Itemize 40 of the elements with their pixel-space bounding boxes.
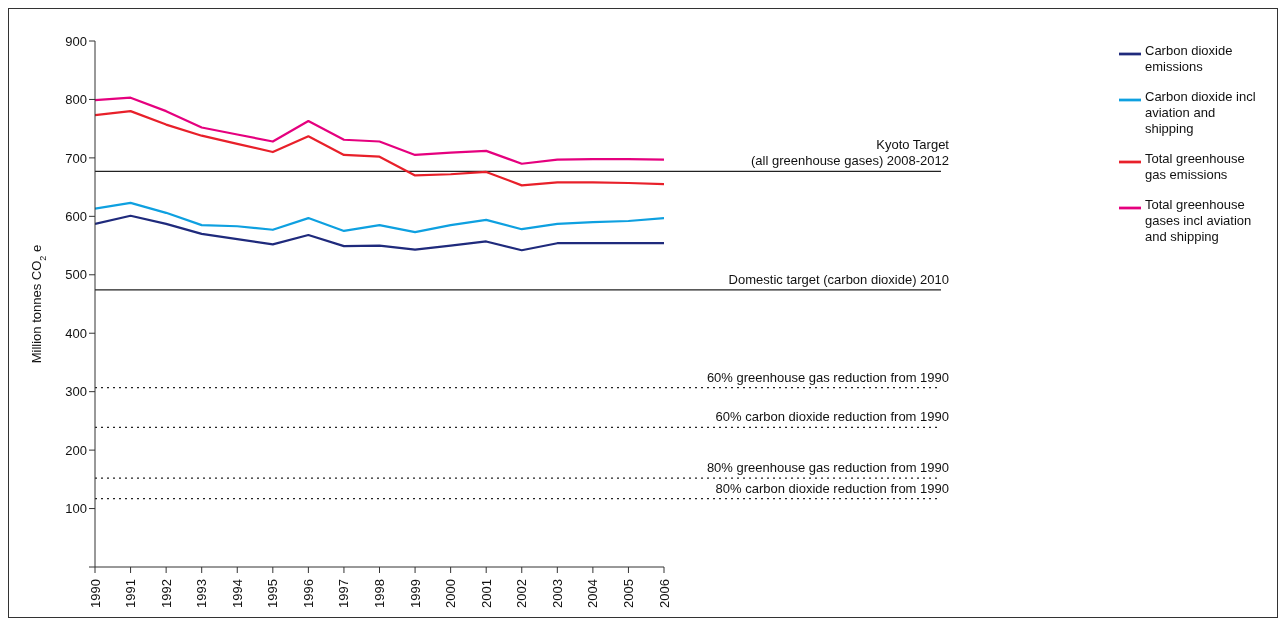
- x-tick-label: 1994: [229, 579, 245, 608]
- y-tick-label: 300: [65, 384, 87, 400]
- x-tick-label: 1996: [300, 579, 316, 608]
- x-tick-label: 1995: [265, 579, 281, 608]
- line-series: [95, 110, 664, 187]
- ref-line-label: 80% greenhouse gas reduction from 1990: [706, 460, 949, 476]
- x-tick-label: 1998: [372, 579, 387, 608]
- legend-label: Total greenhouse gas emissions: [1145, 151, 1246, 183]
- y-tick-label: 100: [65, 501, 87, 517]
- x-tick-label: 2003: [549, 579, 565, 608]
- legend-label: Carbon dioxide incl aviation and shipping: [1145, 89, 1257, 137]
- ref-line-label: Domestic target (carbon dioxide) 2010: [728, 271, 949, 287]
- ref-line-label: 60% greenhouse gas reduction from 1990: [706, 369, 949, 385]
- x-tick-label: 2005: [620, 579, 636, 608]
- y-tick-label: 400: [65, 325, 87, 341]
- x-tick-label: 1999: [407, 579, 423, 608]
- x-tick-label: 1993: [194, 579, 210, 608]
- x-tick-label: 1991: [123, 579, 139, 608]
- x-tick-label: 2002: [514, 579, 530, 608]
- ref-line-label: 60% carbon dioxide reduction from 1990: [715, 409, 949, 425]
- x-tick-label: 2004: [585, 579, 601, 608]
- y-tick-label: 900: [65, 33, 87, 49]
- ref-line-label: Kyoto Target (all greenhouse gases) 2008-2012: [750, 137, 950, 169]
- x-tick-label: 1992: [158, 579, 174, 608]
- x-tick-label: 1990: [87, 579, 103, 608]
- x-tick-label: 2001: [478, 579, 494, 608]
- y-tick-label: 600: [65, 208, 87, 224]
- y-tick-label: 500: [65, 267, 87, 283]
- x-tick-label: 2000: [443, 579, 459, 608]
- line-series: [95, 201, 664, 234]
- legend-label: Carbon dioxide emissions: [1145, 43, 1234, 75]
- y-tick-label: 800: [65, 92, 87, 108]
- x-tick-label: 2006: [656, 579, 672, 608]
- x-tick-label: 1997: [336, 579, 352, 608]
- ref-line-label: 80% carbon dioxide reduction from 1990: [715, 480, 949, 496]
- line-series: [95, 96, 664, 165]
- line-series: [95, 214, 664, 252]
- legend-label: Total greenhouse gases incl aviation and shipping: [1145, 197, 1253, 245]
- y-tick-label: 700: [65, 150, 87, 166]
- y-tick-label: 200: [65, 442, 87, 458]
